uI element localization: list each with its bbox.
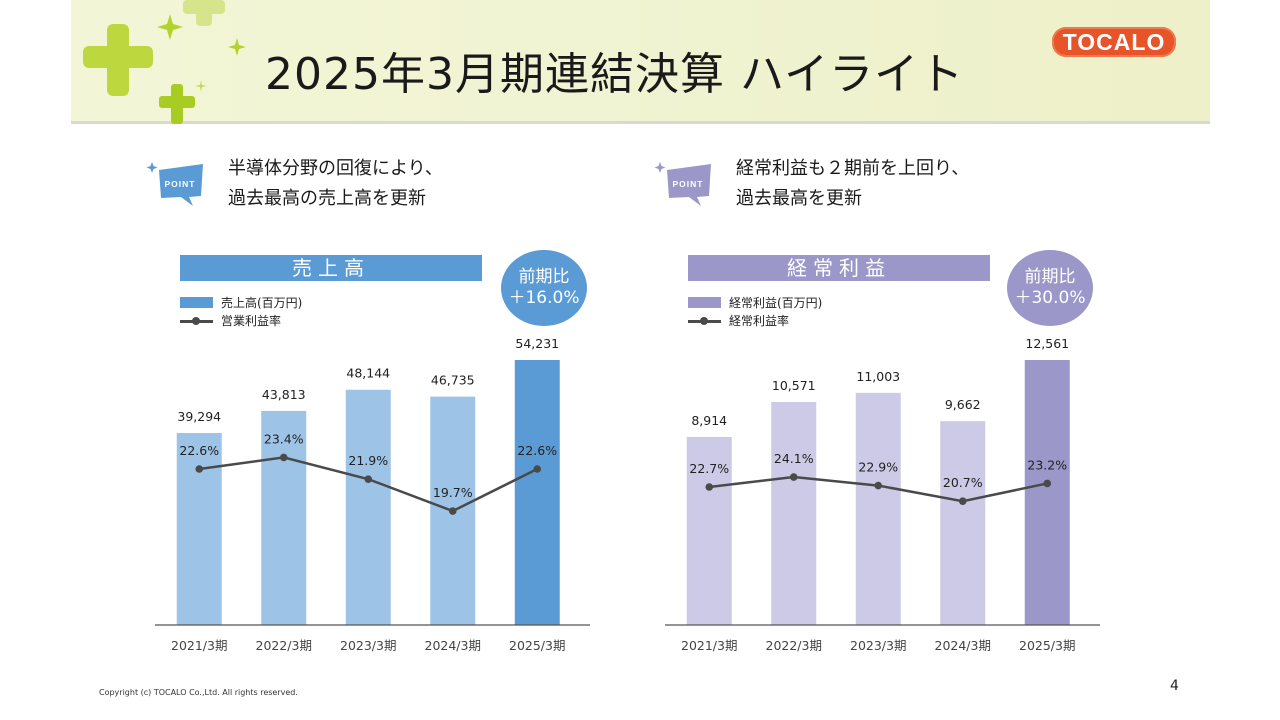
cross-sparkle-icon (83, 24, 153, 96)
point-label: POINT (673, 179, 704, 189)
sparkle-decoration (83, 0, 246, 124)
ratio-point (364, 475, 373, 483)
sales-chart: 39,294 2021/3期 43,813 2022/3期 48,144 2023/3期 4… (155, 336, 590, 653)
ratio-point (789, 473, 798, 481)
slide-title: 2025年3月期連結決算 ハイライト (265, 49, 965, 100)
x-tick-label: 2021/3期 (681, 638, 737, 653)
x-tick-label: 2023/3期 (340, 638, 396, 653)
bar (261, 410, 307, 625)
ratio-label: 23.4% (264, 431, 304, 446)
point-label: POINT (165, 179, 196, 189)
bar-value-label: 11,003 (856, 369, 900, 384)
ratio-point (958, 497, 967, 505)
growth-value: ＋30.0% (1014, 288, 1086, 308)
bar (514, 360, 560, 625)
bar-value-label: 39,294 (177, 409, 221, 424)
legend-item-bar: 経常利益(百万円) (688, 294, 822, 311)
ratio-label: 20.7% (943, 475, 983, 490)
right-point-line2: 過去最高を更新 (736, 188, 862, 209)
point-speech-bubble-icon: POINT (654, 162, 711, 206)
left-point-line2: 過去最高の売上高を更新 (228, 188, 426, 209)
title-banner (71, 0, 1210, 124)
bar-value-label: 54,231 (515, 336, 559, 351)
point-speech-bubble-icon: POINT (146, 162, 203, 206)
bar-value-label: 12,561 (1025, 336, 1069, 351)
ratio-label: 24.1% (774, 451, 814, 466)
ratio-label: 22.6% (179, 443, 219, 458)
legend-label: 営業利益率 (221, 314, 282, 328)
copyright-notice: Copyright (c) TOCALO Co.,Ltd. All rights… (99, 688, 298, 697)
profit-panel-header: 経常利益 (688, 255, 990, 281)
bar-value-label: 48,144 (346, 366, 390, 381)
x-tick-label: 2023/3期 (850, 638, 906, 653)
legend-line-marker (688, 315, 721, 327)
ratio-point (874, 481, 883, 490)
profit-chart: 8,914 2021/3期 10,571 2022/3期 11,003 2023/3期 9,… (665, 336, 1100, 653)
bar (686, 436, 732, 625)
legend-swatch (180, 297, 213, 308)
legend-item-line: 経常利益率 (688, 312, 789, 329)
bar-value-label: 10,571 (772, 378, 816, 393)
x-tick-label: 2022/3期 (766, 638, 822, 653)
bar-value-label: 46,735 (431, 373, 475, 388)
ratio-point (1043, 479, 1052, 488)
page-number: 4 (1170, 678, 1179, 694)
x-tick-label: 2021/3期 (171, 638, 227, 653)
ratio-label: 19.7% (433, 485, 473, 500)
growth-label: 前期比 (1024, 267, 1076, 287)
bar (1024, 360, 1070, 625)
bar-value-label: 43,813 (262, 387, 306, 402)
ratio-label: 21.9% (348, 453, 388, 468)
growth-value: ＋16.0% (508, 288, 580, 308)
bar (176, 432, 222, 625)
ratio-point (195, 465, 204, 473)
legend-label: 売上高(百万円) (221, 296, 303, 310)
ratio-point (279, 453, 288, 462)
right-point-line1: 経常利益も２期前を上回り、 (736, 158, 970, 179)
growth-label: 前期比 (518, 267, 570, 287)
profit-growth-badge: 前期比 ＋30.0% (1007, 250, 1093, 326)
x-tick-label: 2022/3期 (256, 638, 312, 653)
bar (855, 392, 901, 625)
legend-item-bar: 売上高(百万円) (180, 294, 302, 311)
bar-value-label: 8,914 (691, 413, 727, 428)
legend-line-marker (180, 315, 213, 327)
x-tick-label: 2024/3期 (425, 638, 481, 653)
sales-panel-header: 売上高 (180, 255, 482, 281)
tocalo-logo: TOCALO (1052, 27, 1176, 57)
x-tick-label: 2024/3期 (935, 638, 991, 653)
legend-item-line: 営業利益率 (180, 312, 281, 329)
left-point-line1: 半導体分野の回復により、 (228, 158, 443, 179)
bar-value-label: 9,662 (945, 397, 981, 412)
ratio-label: 22.7% (689, 461, 729, 476)
bar (771, 401, 817, 625)
ratio-point (533, 465, 542, 473)
ratio-label: 22.9% (858, 460, 898, 475)
ratio-label: 22.6% (517, 443, 557, 458)
legend-label: 経常利益率 (729, 314, 790, 328)
sales-growth-badge: 前期比 ＋16.0% (501, 250, 587, 326)
x-tick-label: 2025/3期 (509, 638, 565, 653)
bar (940, 421, 986, 625)
x-tick-label: 2025/3期 (1019, 638, 1075, 653)
ratio-point (448, 507, 457, 515)
bar (345, 389, 391, 625)
legend-label: 経常利益(百万円) (729, 296, 823, 310)
legend-swatch (688, 297, 721, 308)
ratio-label: 23.2% (1027, 457, 1067, 472)
ratio-point (705, 483, 714, 491)
